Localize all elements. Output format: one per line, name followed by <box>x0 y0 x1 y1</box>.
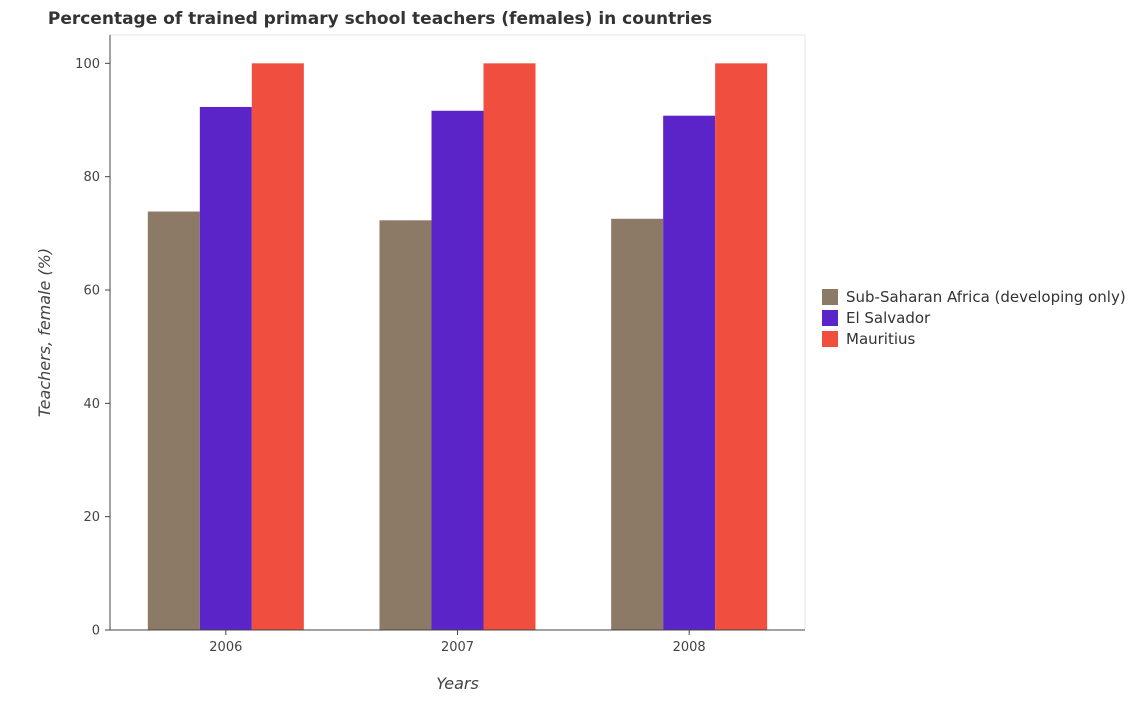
bar-mauritius-2006 <box>251 63 304 631</box>
legend-label: Mauritius <box>846 330 916 348</box>
bar-sub-saharan-africa-developing-only-2007 <box>379 220 432 631</box>
y-tick-label: 60 <box>83 284 100 299</box>
y-tick-label: 80 <box>83 170 100 185</box>
x-tick-label: 2006 <box>209 640 242 655</box>
x-axis-label: Years <box>436 674 479 693</box>
y-tick-label: 0 <box>92 624 100 639</box>
bar-sub-saharan-africa-developing-only-2008 <box>611 218 664 630</box>
legend-swatch <box>822 331 838 347</box>
y-axis-label: Teachers, female (%) <box>35 248 54 417</box>
bar-mauritius-2007 <box>483 63 536 631</box>
x-tick-label: 2007 <box>441 640 474 655</box>
legend-swatch <box>822 310 838 326</box>
chart-title: Percentage of trained primary school tea… <box>48 9 712 29</box>
axes: 0 20 40 60 80 100 2006 2007 2008 <box>75 34 806 655</box>
legend-swatch <box>822 289 838 305</box>
bar-el-salvador-2006 <box>199 106 252 630</box>
legend: Sub-Saharan Africa (developing only) El S… <box>822 288 1126 348</box>
y-tick-label: 100 <box>75 57 100 72</box>
bar-el-salvador-2008 <box>663 115 716 630</box>
bar-sub-saharan-africa-developing-only-2006 <box>147 211 200 630</box>
plot-area <box>147 63 768 631</box>
x-tick-label: 2008 <box>673 640 706 655</box>
bar-el-salvador-2007 <box>431 110 484 631</box>
legend-label: Sub-Saharan Africa (developing only) <box>846 288 1126 306</box>
y-tick-label: 20 <box>83 510 100 525</box>
legend-label: El Salvador <box>846 309 931 327</box>
y-tick-label: 40 <box>83 397 100 412</box>
bar-mauritius-2008 <box>715 63 768 631</box>
